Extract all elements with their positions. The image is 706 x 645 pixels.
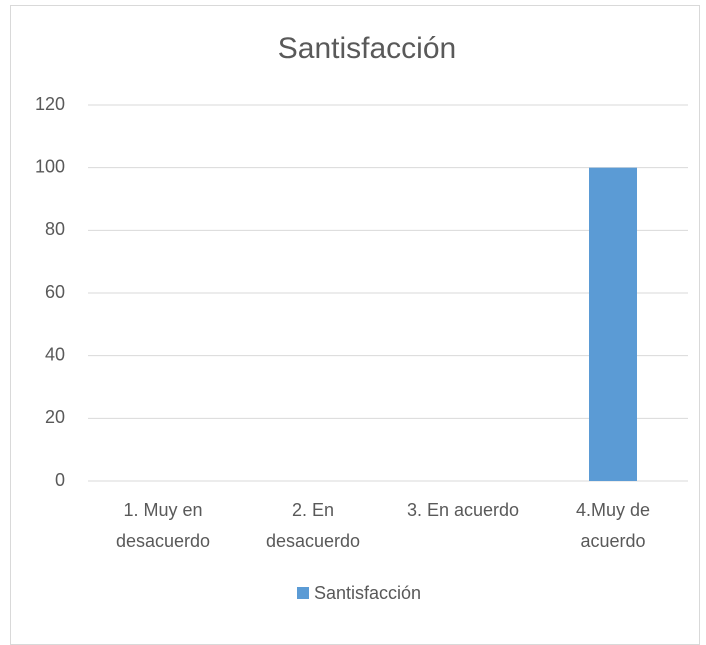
x-tick-label: 3. En acuerdo bbox=[406, 500, 520, 520]
page: Santisfacción 0 20 40 60 80 100 120 Santisfacci… bbox=[10, 5, 700, 645]
y-tick-label: 0 bbox=[55, 470, 65, 490]
x-tick-label: 4.Muy de acuerdo bbox=[575, 500, 651, 551]
bar bbox=[589, 167, 637, 481]
chart: Santisfacción 0 20 40 60 80 100 120 Santisfacci… bbox=[35, 32, 688, 603]
legend-label: Santisfacción bbox=[314, 583, 421, 603]
chart-title: Santisfacción bbox=[278, 32, 456, 65]
y-tick-label: 100 bbox=[35, 156, 65, 176]
x-tick-label: 2. En desacuerdo bbox=[265, 500, 361, 551]
y-tick-label: 80 bbox=[45, 219, 65, 239]
y-tick-label: 20 bbox=[45, 407, 65, 427]
y-tick-label: 120 bbox=[35, 94, 65, 114]
y-tick-label: 40 bbox=[45, 344, 65, 364]
legend-swatch bbox=[297, 587, 309, 599]
y-tick-label: 60 bbox=[45, 282, 65, 302]
x-tick-label: 1. Muy en desacuerdo bbox=[115, 500, 211, 551]
